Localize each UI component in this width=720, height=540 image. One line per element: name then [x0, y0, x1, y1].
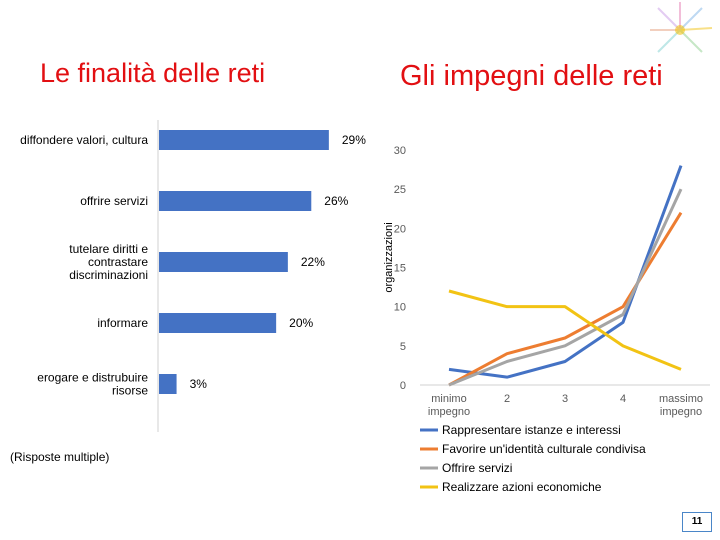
bar-data-label: 20%: [289, 316, 313, 330]
legend-label: Realizzare azioni economiche: [442, 480, 602, 494]
y-tick-label: 20: [394, 223, 406, 235]
x-tick-label: 4: [620, 393, 626, 405]
bar-category-label: offrire servizi: [80, 194, 148, 208]
bar: [159, 191, 312, 211]
y-tick-label: 25: [394, 184, 406, 196]
legend-label: Rappresentare istanze e interessi: [442, 423, 621, 437]
x-tick-label: minimo impegno: [428, 393, 470, 418]
bar-data-label: 26%: [324, 194, 348, 208]
right-title: Gli impegni delle reti: [400, 60, 663, 92]
left-title: Le finalità delle reti: [40, 58, 266, 88]
y-tick-label: 0: [400, 380, 406, 392]
bar-chart: 29% diffondere valori, cultura 26% offrire …: [20, 120, 366, 432]
y-tick-label: 15: [394, 263, 406, 275]
legend-label: Offrire servizi: [442, 461, 512, 475]
bar-category-label: tutelare diritti e contrastare discriminaz…: [69, 242, 148, 282]
bar-data-label: 29%: [342, 133, 366, 147]
y-tick-label: 5: [400, 341, 406, 353]
legend-label: Favorire un'identità culturale condivisa: [442, 442, 646, 456]
bar-data-label: 22%: [301, 255, 325, 269]
series-line: [448, 188, 683, 387]
bar-data-label: 3%: [190, 377, 208, 391]
page-number: 11: [682, 512, 712, 532]
line-chart: 0 5 10 15 20 25 30 organizzazioni minimo impegno 2…: [383, 145, 710, 494]
y-axis-label: organizzazioni: [383, 222, 395, 292]
bar: [159, 313, 277, 333]
bar-category-label: erogare e distrubuire risorse: [37, 371, 148, 398]
x-tick-label: 3: [562, 393, 568, 405]
bar: [159, 252, 288, 272]
bar-category-label: diffondere valori, cultura: [20, 133, 148, 147]
bar-category-label: informare: [97, 316, 148, 330]
y-tick-label: 30: [394, 145, 406, 157]
y-tick-label: 10: [394, 302, 406, 314]
x-tick-label: 2: [504, 393, 510, 405]
decorative-logo-icon: [650, 2, 713, 53]
series-line: [448, 211, 683, 387]
bar: [159, 130, 329, 150]
x-tick-label: massimo impegno: [659, 393, 703, 418]
bar: [159, 374, 177, 394]
multiple-answers-note: (Risposte multiple): [10, 450, 110, 464]
series-line: [448, 289, 682, 371]
